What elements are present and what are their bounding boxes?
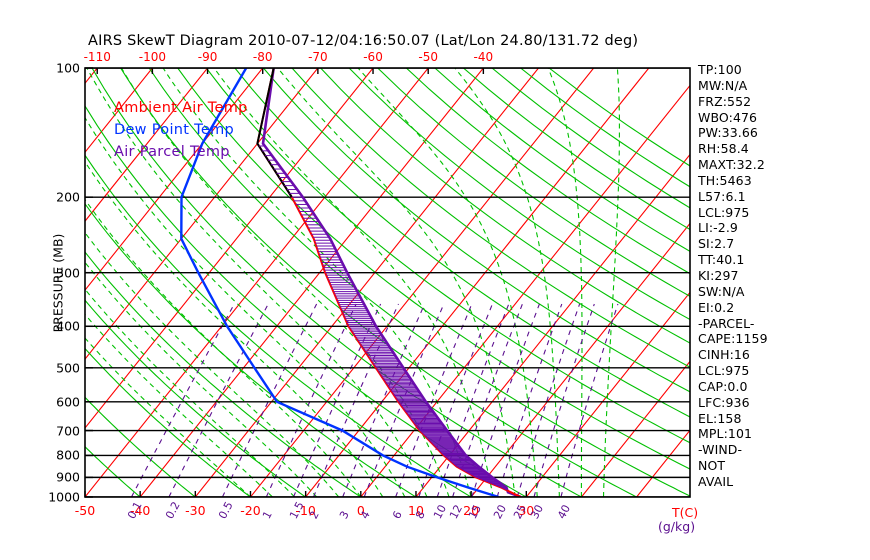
temp-tick-top--100: -100 <box>138 50 167 64</box>
index-row-11: SI:2.7 <box>698 236 735 252</box>
temp-unit-label: T(C) <box>672 505 699 520</box>
index-row-21: LFC:936 <box>698 394 750 410</box>
temp-tick-top--110: -110 <box>83 50 111 64</box>
index-row-16: -PARCEL- <box>698 315 755 331</box>
pressure-tick-1000: 1000 <box>48 489 80 505</box>
temp-tick-top--40: -40 <box>473 50 494 64</box>
index-row-19: LCL:975 <box>698 363 750 379</box>
temp-tick-bottom--30: -30 <box>185 503 206 518</box>
index-row-0: TP:100 <box>698 62 742 77</box>
index-row-18: CINH:16 <box>698 347 750 363</box>
legend-ambient-air-temp: Ambient Air Temp <box>114 100 248 116</box>
page-title: AIRS SkewT Diagram 2010-07-12/04:16:50.0… <box>88 33 639 49</box>
mixing-unit-label: (g/kg) <box>658 519 696 534</box>
index-row-2: FRZ:552 <box>698 93 752 109</box>
index-row-24: -WIND- <box>698 442 743 458</box>
temp-tick-bottom-30: 30 <box>518 503 535 518</box>
legend-dew-point-temp: Dew Point Temp <box>114 122 235 138</box>
temp-tick-bottom--50: -50 <box>74 503 96 518</box>
top-temperature-axis: -110 -100 -90 -80 -70 -60 -50 -40 <box>0 50 870 66</box>
index-row-1: MW:N/A <box>698 77 748 93</box>
index-row-12: TT:40.1 <box>698 252 745 268</box>
index-row-3: WBO:476 <box>698 109 758 125</box>
temp-tick-top--60: -60 <box>363 50 383 64</box>
temp-tick-top--90: -90 <box>197 50 218 64</box>
index-row-22: EL:158 <box>698 410 742 426</box>
pressure-tick-200: 200 <box>56 189 80 205</box>
index-row-17: CAPE:1159 <box>698 331 768 347</box>
pressure-axis-title: PRESSURE (MB) <box>50 233 66 333</box>
index-row-8: L57:6.1 <box>698 188 746 204</box>
temp-tick-bottom--20: -20 <box>240 503 261 518</box>
temp-tick-top--70: -70 <box>308 50 328 64</box>
pressure-tick-100: 100 <box>56 60 80 76</box>
temp-tick-bottom-10: 10 <box>408 503 424 518</box>
temp-tick-bottom-0: 0 <box>356 503 365 518</box>
index-row-5: RH:58.4 <box>698 141 749 157</box>
pressure-tick-300: 300 <box>56 265 80 281</box>
index-row-23: MPL:101 <box>698 426 753 442</box>
pressure-tick-400: 400 <box>56 318 80 334</box>
index-row-20: CAP:0.0 <box>698 378 748 394</box>
index-row-4: PW:33.66 <box>698 125 758 141</box>
temp-tick-top--80: -80 <box>252 50 273 64</box>
pressure-tick-900: 900 <box>56 469 80 485</box>
index-row-15: EI:0.2 <box>698 299 735 315</box>
pressure-tick-600: 600 <box>56 394 80 410</box>
pressure-tick-500: 500 <box>56 360 80 376</box>
pressure-tick-700: 700 <box>56 423 80 439</box>
stability-indices-panel: TP:100 MW:N/A FRZ:552 WBO:476 PW:33.66 RH:58.… <box>698 62 818 490</box>
temp-tick-top--50: -50 <box>418 50 438 64</box>
index-row-14: SW:N/A <box>698 283 745 299</box>
temp-tick-bottom--40: -40 <box>129 503 151 518</box>
index-row-6: MAXT:32.2 <box>698 157 765 173</box>
index-row-10: LI:-2.9 <box>698 220 738 236</box>
index-row-9: LCL:975 <box>698 204 750 220</box>
index-row-26: AVAIL <box>698 473 734 489</box>
index-row-13: KI:297 <box>698 267 739 283</box>
temp-tick-bottom-20: 20 <box>463 503 480 518</box>
pressure-tick-800: 800 <box>56 447 80 463</box>
legend-air-parcel-temp: Air Parcel Temp <box>114 144 230 160</box>
temp-tick-bottom--10: -10 <box>295 503 316 518</box>
index-row-25: NOT <box>698 458 726 474</box>
index-row-7: TH:5463 <box>698 172 752 188</box>
